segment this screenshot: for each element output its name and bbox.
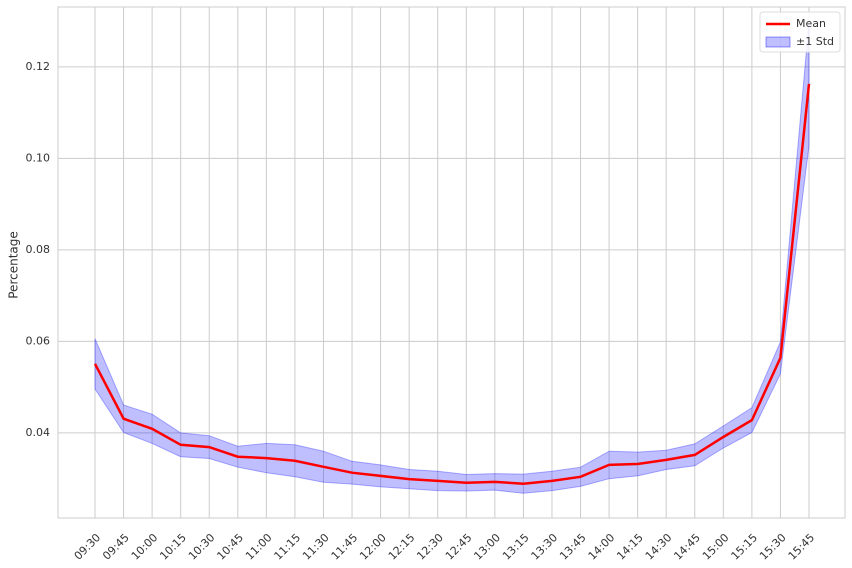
x-tick-label: 11:15 (272, 531, 304, 563)
x-tick-label: 09:30 (72, 531, 104, 563)
y-axis-label: Percentage (7, 231, 21, 299)
x-tick-label: 15:00 (700, 531, 732, 563)
x-tick-label: 13:15 (500, 531, 532, 563)
x-tick-label: 10:00 (129, 531, 161, 563)
std-band (94, 22, 810, 494)
y-tick-label: 0.06 (26, 334, 51, 347)
x-tick-label: 15:15 (729, 531, 761, 563)
x-tick-label: 13:30 (529, 531, 561, 563)
x-tick-label: 13:45 (557, 531, 589, 563)
x-tick-label: 14:00 (586, 531, 618, 563)
x-tick-label: 14:30 (643, 531, 675, 563)
legend-label: Mean (796, 17, 826, 30)
x-tick-label: 10:15 (157, 531, 189, 563)
legend-box (759, 11, 841, 53)
x-tick-label: 14:15 (614, 531, 646, 563)
x-tick-label: 11:45 (329, 531, 361, 563)
x-tick-label: 15:30 (757, 531, 789, 563)
x-tick-label: 11:30 (300, 531, 332, 563)
x-tick-label: 10:45 (214, 531, 246, 563)
legend-label: ±1 Std (796, 35, 834, 48)
x-tick-label: 12:00 (357, 531, 389, 563)
y-tick-label: 0.10 (26, 151, 51, 164)
x-tick-label: 14:45 (671, 531, 703, 563)
x-tick-label: 12:15 (386, 531, 418, 563)
x-tick-label: 13:00 (471, 531, 503, 563)
y-tick-label: 0.08 (26, 243, 51, 256)
x-tick-label: 12:30 (414, 531, 446, 563)
x-tick-label: 11:00 (243, 531, 275, 563)
x-tick-label: 09:45 (100, 531, 132, 563)
mean-line (93, 83, 811, 485)
x-tick-label: 15:45 (786, 531, 818, 563)
x-tick-label: 12:45 (443, 531, 475, 563)
y-tick-label: 0.04 (26, 426, 51, 439)
legend-swatch (765, 36, 791, 48)
x-tick-label: 10:30 (186, 531, 218, 563)
y-tick-label: 0.12 (26, 60, 51, 73)
